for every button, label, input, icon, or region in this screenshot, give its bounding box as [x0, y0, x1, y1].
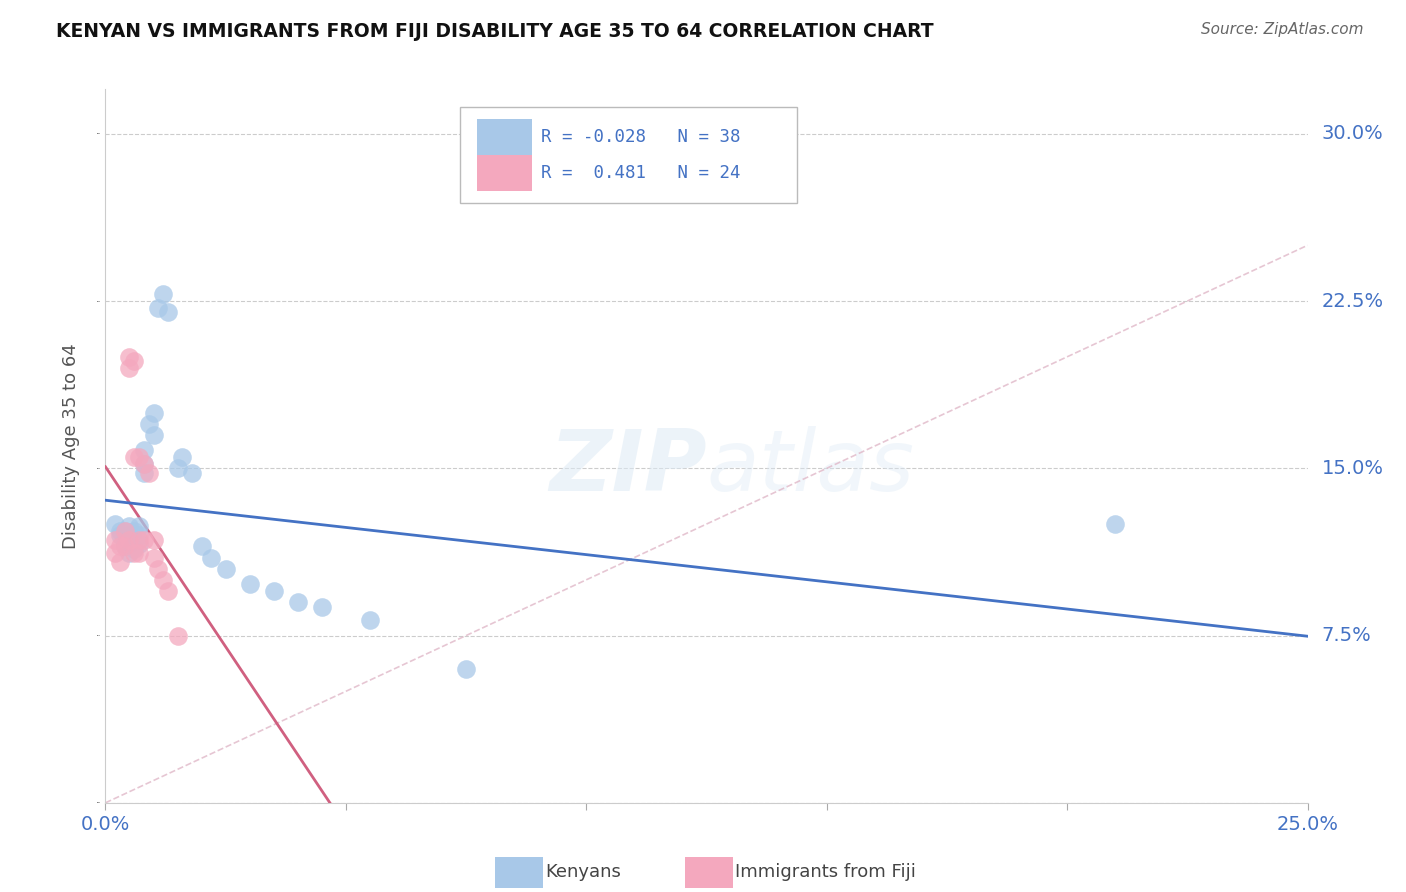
- Point: [108, 539, 131, 553]
- Point: [172, 450, 194, 465]
- Point: [200, 550, 222, 565]
- Point: [132, 443, 155, 458]
- Point: [118, 537, 141, 551]
- Point: [142, 533, 165, 547]
- Text: Source: ZipAtlas.com: Source: ZipAtlas.com: [1201, 22, 1364, 37]
- Text: 22.5%: 22.5%: [1322, 292, 1384, 310]
- Point: [239, 577, 262, 591]
- Point: [152, 573, 174, 587]
- Point: [114, 524, 136, 538]
- Point: [190, 539, 212, 553]
- Point: [181, 466, 204, 480]
- Point: [263, 583, 285, 598]
- Point: [166, 461, 188, 475]
- Point: [132, 533, 155, 547]
- Point: [114, 539, 136, 553]
- Point: [128, 546, 150, 560]
- Point: [132, 457, 155, 471]
- Point: [148, 301, 170, 315]
- Point: [104, 533, 127, 547]
- Point: [118, 360, 141, 375]
- Point: [454, 662, 477, 676]
- Point: [138, 466, 160, 480]
- Point: [114, 524, 136, 538]
- Point: [156, 305, 179, 319]
- FancyBboxPatch shape: [477, 155, 533, 191]
- Point: [124, 354, 146, 368]
- Y-axis label: Disability Age 35 to 64: Disability Age 35 to 64: [62, 343, 80, 549]
- Point: [311, 599, 333, 614]
- Text: 15.0%: 15.0%: [1322, 458, 1384, 478]
- Point: [132, 466, 155, 480]
- Point: [104, 546, 127, 560]
- Point: [138, 417, 160, 431]
- FancyBboxPatch shape: [460, 107, 797, 203]
- Text: ZIP: ZIP: [548, 425, 707, 509]
- Point: [108, 555, 131, 569]
- Point: [142, 427, 165, 442]
- Point: [148, 562, 170, 576]
- Point: [156, 583, 179, 598]
- Text: 30.0%: 30.0%: [1322, 124, 1384, 144]
- Point: [287, 595, 309, 609]
- Point: [132, 457, 155, 471]
- Text: Immigrants from Fiji: Immigrants from Fiji: [735, 863, 917, 881]
- Point: [108, 528, 131, 542]
- Text: atlas: atlas: [707, 425, 914, 509]
- FancyBboxPatch shape: [477, 120, 533, 155]
- Point: [128, 528, 150, 542]
- Text: R =  0.481   N = 24: R = 0.481 N = 24: [541, 164, 740, 182]
- Point: [128, 450, 150, 465]
- Point: [124, 546, 146, 560]
- Point: [152, 287, 174, 301]
- Point: [214, 562, 236, 576]
- Point: [166, 628, 188, 642]
- Point: [104, 517, 127, 532]
- Point: [359, 613, 381, 627]
- Point: [118, 533, 141, 547]
- Point: [124, 450, 146, 465]
- Text: KENYAN VS IMMIGRANTS FROM FIJI DISABILITY AGE 35 TO 64 CORRELATION CHART: KENYAN VS IMMIGRANTS FROM FIJI DISABILIT…: [56, 22, 934, 41]
- Point: [124, 533, 146, 547]
- Point: [142, 405, 165, 420]
- Point: [114, 539, 136, 553]
- Point: [118, 350, 141, 364]
- Point: [114, 533, 136, 547]
- Point: [142, 550, 165, 565]
- Point: [1104, 517, 1126, 532]
- Text: R = -0.028   N = 38: R = -0.028 N = 38: [541, 128, 740, 146]
- Point: [124, 524, 146, 538]
- Text: Kenyans: Kenyans: [546, 863, 621, 881]
- Text: 7.5%: 7.5%: [1322, 626, 1371, 645]
- Point: [118, 528, 141, 542]
- Point: [128, 537, 150, 551]
- Point: [124, 541, 146, 556]
- Point: [108, 524, 131, 538]
- Point: [118, 546, 141, 560]
- Point: [128, 519, 150, 533]
- Point: [128, 533, 150, 547]
- Point: [118, 519, 141, 533]
